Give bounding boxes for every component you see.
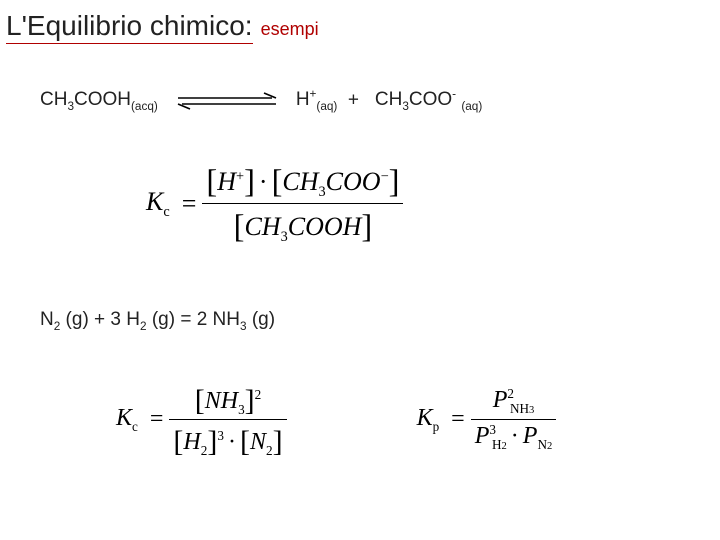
reaction1-lhs: CH3COOH(acq) [40, 89, 158, 113]
rxn1-lhs-species: CH3COOH [40, 89, 131, 110]
rxn1-h-plus: H+ [296, 89, 317, 110]
rxn1-acetate: CH3COO- [375, 89, 456, 110]
title-main: L'Equilibrio chimico: [6, 10, 253, 44]
rxn1-acetate-phase: (aq) [461, 100, 482, 113]
reaction1-rhs: H+(aq) + CH3COO- (aq) [296, 88, 482, 113]
rxn1-plus: + [343, 89, 370, 110]
title-sub: esempi [261, 19, 319, 40]
kc1-symbol: Kc [146, 187, 170, 221]
equation-pair: Kc = [NH3]2 [H2]3·[N2] Kp = P2NH3 [116, 381, 696, 459]
kp-equation: Kp = P2NH3 P3H2·PN2 [417, 386, 557, 454]
rxn1-h-phase: (aq) [316, 100, 337, 113]
kc-equation-1: Kc = [H+]·[CH3COO−] [CH3COOH] [146, 161, 696, 247]
reaction-1: CH3COOH(acq) H+(aq) + CH3COO- (aq) [40, 88, 696, 113]
reaction-2: N2 (g) + 3 H2 (g) = 2 NH3 (g) [40, 309, 696, 333]
kc1-fraction: [H+]·[CH3COO−] [CH3COOH] [202, 161, 403, 247]
kc-equation-2: Kc = [NH3]2 [H2]3·[N2] [116, 381, 287, 459]
kc1-eq: = [182, 189, 197, 219]
rxn1-lhs-phase: (acq) [131, 99, 158, 112]
equilibrium-arrow-icon [172, 90, 282, 112]
slide-title: L'Equilibrio chimico: esempi [6, 10, 696, 44]
